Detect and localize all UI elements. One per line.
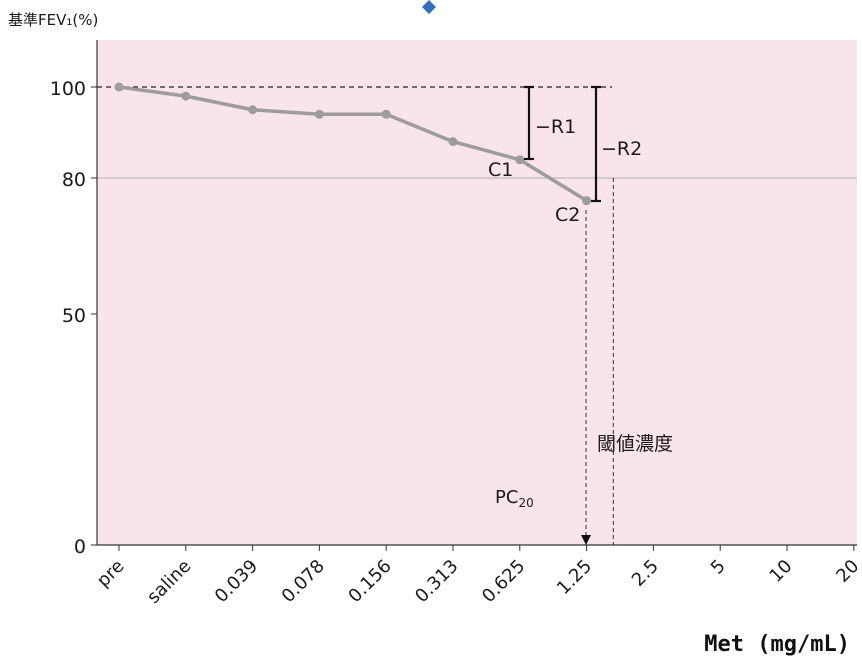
x-tick-label-5: 0.313 (411, 556, 462, 607)
series-line (118, 85, 588, 203)
data-point-5 (448, 137, 458, 147)
y-tick-0: 0 (74, 536, 97, 558)
r2-bracket (591, 85, 601, 203)
threshold-arrow-icon (581, 535, 591, 545)
data-point-4 (381, 109, 391, 119)
data-point-1 (181, 91, 191, 101)
x-tick-label-4: 0.156 (344, 556, 395, 607)
series-fev1 (114, 82, 592, 206)
x-tick-label-10: 10 (765, 556, 796, 587)
y-tick-label-80: 80 (62, 169, 86, 191)
x-ticks: pre saline 0.039 0.078 0.156 0.313 0.625 1.25 2.… (93, 545, 862, 608)
c1-label: C1 (488, 159, 513, 181)
x-tick-label-6: 0.625 (478, 556, 529, 607)
r2-label: −R2 (601, 138, 642, 160)
c2-label: C2 (555, 204, 580, 226)
x-tick-label-11: 20 (832, 556, 862, 587)
top-marker-icon (422, 0, 436, 14)
data-point-6 (515, 155, 525, 165)
data-point-3 (314, 109, 324, 119)
x-tick-label-0: pre (93, 556, 129, 592)
y-axis-title: 基準FEV₁(%) (8, 11, 98, 29)
data-point-7 (582, 196, 592, 206)
r1-bracket (524, 85, 534, 161)
x-tick-label-7: 1.25 (553, 556, 596, 599)
y-tick-label-50: 50 (62, 305, 86, 327)
threshold-label: 閾値濃度 (597, 433, 673, 455)
x-tick-label-9: 5 (707, 556, 730, 579)
y-tick-80: 80 (62, 169, 97, 191)
x-axis-title: Met (mg/mL) (704, 632, 850, 657)
pc20-label: PC20 (495, 487, 534, 510)
y-tick-label-100: 100 (50, 78, 86, 100)
data-point-0 (114, 82, 124, 92)
x-tick-label-1: saline (143, 556, 195, 608)
data-point-2 (248, 105, 258, 115)
y-tick-50: 50 (62, 305, 97, 327)
x-tick-label-2: 0.039 (211, 556, 262, 607)
r1-label: −R1 (535, 116, 576, 138)
y-tick-label-0: 0 (74, 536, 86, 558)
y-tick-100: 100 (50, 78, 97, 100)
x-tick-label-8: 2.5 (628, 556, 663, 591)
x-tick-label-3: 0.078 (278, 556, 329, 607)
plot-background (97, 40, 857, 545)
